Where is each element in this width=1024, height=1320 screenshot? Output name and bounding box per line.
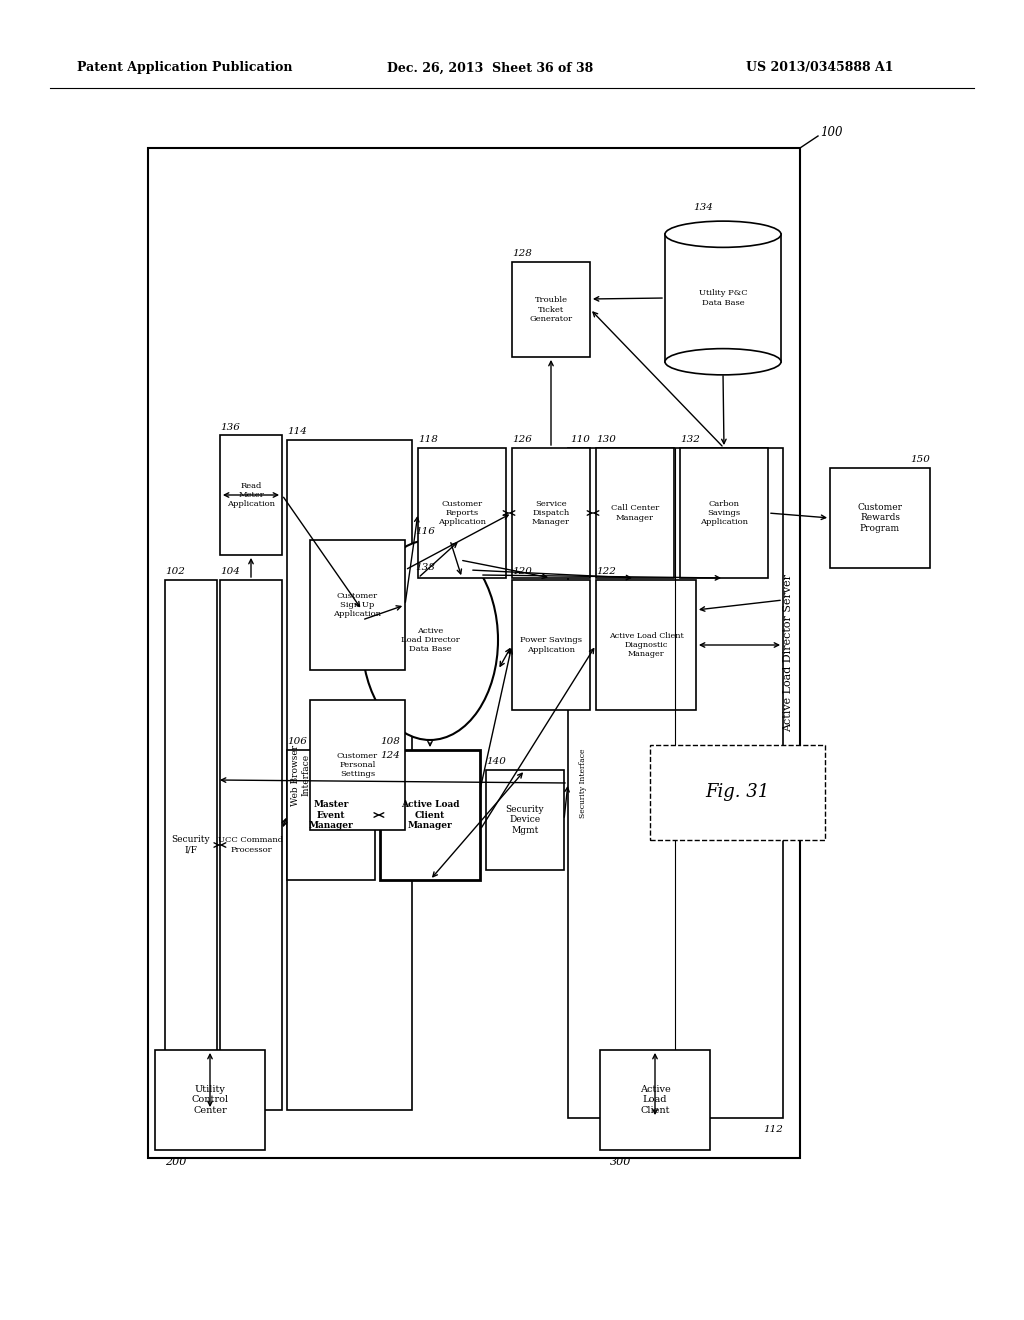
Text: Trouble
Ticket
Generator: Trouble Ticket Generator bbox=[529, 296, 572, 322]
Text: 130: 130 bbox=[596, 436, 615, 445]
Text: Carbon
Savings
Application: Carbon Savings Application bbox=[700, 500, 748, 527]
Text: Power Savings
Application: Power Savings Application bbox=[520, 636, 582, 653]
Bar bbox=[568, 447, 783, 1118]
Bar bbox=[220, 436, 282, 554]
Bar bbox=[287, 750, 375, 880]
Text: Active Load Client
Interface: Active Load Client Interface bbox=[760, 747, 776, 818]
Text: 132: 132 bbox=[680, 436, 699, 445]
Text: Master
Event
Manager: Master Event Manager bbox=[308, 800, 353, 830]
Bar bbox=[220, 579, 282, 1110]
Text: Utility
Control
Center: Utility Control Center bbox=[191, 1085, 228, 1115]
Bar bbox=[310, 700, 406, 830]
Bar bbox=[600, 1049, 710, 1150]
Bar bbox=[596, 579, 696, 710]
Bar bbox=[148, 148, 800, 1158]
Bar bbox=[680, 447, 768, 578]
Text: 126: 126 bbox=[512, 436, 531, 445]
Text: Call Center
Manager: Call Center Manager bbox=[611, 504, 659, 521]
Text: Customer
Reports
Application: Customer Reports Application bbox=[438, 500, 486, 527]
Bar bbox=[650, 744, 825, 840]
Text: 124: 124 bbox=[380, 751, 400, 759]
Text: 110: 110 bbox=[570, 436, 590, 445]
Text: Utility P&C
Data Base: Utility P&C Data Base bbox=[698, 289, 748, 306]
Bar bbox=[310, 540, 406, 671]
Text: 300: 300 bbox=[610, 1158, 632, 1167]
Text: 120: 120 bbox=[512, 568, 531, 577]
Text: 106: 106 bbox=[287, 738, 307, 747]
Ellipse shape bbox=[665, 348, 781, 375]
Text: 128: 128 bbox=[512, 249, 531, 259]
Text: Active
Load Director
Data Base: Active Load Director Data Base bbox=[400, 627, 460, 653]
Text: Customer
Personal
Settings: Customer Personal Settings bbox=[337, 752, 378, 779]
Text: US 2013/0345888 A1: US 2013/0345888 A1 bbox=[746, 62, 894, 74]
Text: 200: 200 bbox=[165, 1158, 186, 1167]
Bar bbox=[155, 1049, 265, 1150]
Bar bbox=[512, 579, 590, 710]
Text: Active Load
Client
Manager: Active Load Client Manager bbox=[400, 800, 459, 830]
Bar bbox=[418, 447, 506, 578]
Text: Dec. 26, 2013  Sheet 36 of 38: Dec. 26, 2013 Sheet 36 of 38 bbox=[387, 62, 593, 74]
Bar bbox=[287, 440, 412, 1110]
Text: 116: 116 bbox=[415, 528, 435, 536]
Bar bbox=[512, 447, 590, 578]
Text: Patent Application Publication: Patent Application Publication bbox=[77, 62, 293, 74]
Text: 102: 102 bbox=[165, 568, 185, 577]
Bar bbox=[830, 469, 930, 568]
Text: Security Interface: Security Interface bbox=[579, 748, 587, 818]
Bar bbox=[486, 770, 564, 870]
Ellipse shape bbox=[362, 540, 498, 741]
Text: Customer
Rewards
Program: Customer Rewards Program bbox=[857, 503, 902, 533]
Bar bbox=[665, 234, 781, 362]
Text: Security
I/F: Security I/F bbox=[172, 836, 210, 855]
Text: 134: 134 bbox=[693, 203, 713, 213]
Text: 104: 104 bbox=[220, 568, 240, 577]
Text: Customer
Sign Up
Application: Customer Sign Up Application bbox=[334, 591, 382, 618]
Text: Read
Meter
Application: Read Meter Application bbox=[227, 482, 275, 508]
Text: 122: 122 bbox=[596, 568, 615, 577]
Text: 150: 150 bbox=[910, 455, 930, 465]
Text: 108: 108 bbox=[380, 738, 400, 747]
Text: 138: 138 bbox=[415, 562, 435, 572]
Bar bbox=[512, 261, 590, 356]
Bar bbox=[380, 750, 480, 880]
Text: Fig. 31: Fig. 31 bbox=[705, 783, 769, 801]
Text: Active Load Director Server: Active Load Director Server bbox=[783, 574, 793, 733]
Text: 136: 136 bbox=[220, 422, 240, 432]
Text: 112: 112 bbox=[763, 1126, 783, 1134]
Text: Web Browser
Interface: Web Browser Interface bbox=[291, 744, 310, 805]
Bar bbox=[596, 447, 674, 578]
Text: 118: 118 bbox=[418, 436, 438, 445]
Text: Security
Device
Mgmt: Security Device Mgmt bbox=[506, 805, 545, 836]
Text: UCC Command
Processor: UCC Command Processor bbox=[218, 837, 284, 854]
Text: Active Load Client
Diagnostic
Manager: Active Load Client Diagnostic Manager bbox=[608, 632, 683, 659]
Bar bbox=[165, 579, 217, 1110]
Text: Service
Dispatch
Manager: Service Dispatch Manager bbox=[532, 500, 570, 527]
Text: 100: 100 bbox=[820, 127, 843, 140]
Text: 140: 140 bbox=[486, 758, 506, 767]
Ellipse shape bbox=[665, 222, 781, 247]
Text: Active
Load
Client: Active Load Client bbox=[640, 1085, 671, 1115]
Text: 114: 114 bbox=[287, 428, 307, 437]
